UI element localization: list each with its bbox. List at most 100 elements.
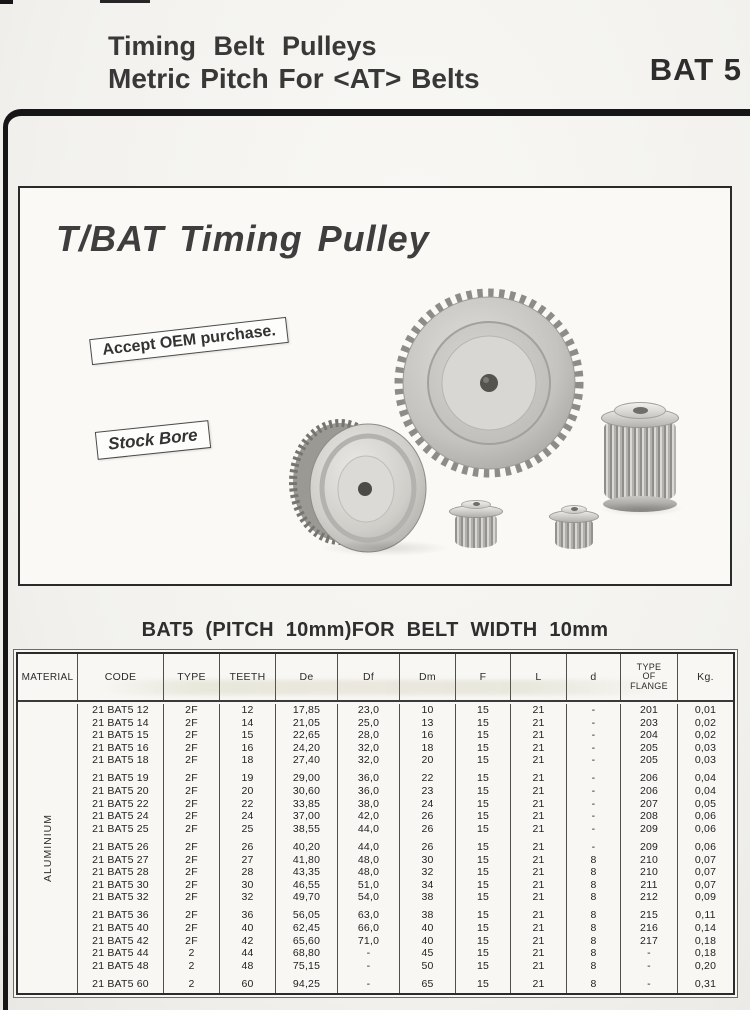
spacer-cell (78, 766, 164, 773)
large-gear-pulley-photo (394, 288, 584, 478)
small-pulley-photo (548, 505, 600, 551)
value-cell: 21 (511, 716, 567, 730)
material-cell (18, 822, 78, 836)
value-cell: 24 (400, 797, 456, 811)
value-cell: - (567, 741, 621, 755)
spacer-cell (276, 972, 338, 978)
value-cell: 2 (164, 947, 220, 960)
value-cell: 24,20 (276, 741, 338, 755)
value-cell: 27 (220, 853, 276, 867)
value-cell: 15 (220, 729, 276, 742)
value-cell: 15 (456, 878, 511, 892)
value-cell: 54,0 (338, 891, 400, 904)
page-header: Timing Belt Pulleys Metric Pitch For <AT… (108, 30, 480, 95)
value-cell: 75,15 (276, 959, 338, 973)
spacer-cell (220, 972, 276, 978)
table-row: 21 BAT5 19 2F 19 29,00 36,0 22 15 21-206 0,04 (18, 772, 733, 786)
value-cell: 46,55 (276, 878, 338, 892)
value-cell: 22,65 (276, 729, 338, 742)
spacer-cell (511, 766, 567, 773)
value-cell: 210 (621, 866, 678, 879)
value-cell: 17,85 (276, 704, 338, 717)
value-cell: 15 (456, 977, 511, 991)
fill-cell (400, 990, 456, 993)
product-photo-box: T/BAT Timing Pulley Accept OEM purchase.… (18, 186, 732, 586)
value-cell: 203 (621, 716, 678, 730)
value-cell: 0,18 (694, 934, 717, 947)
value-cell: - (621, 947, 678, 960)
value-cell: 21 (511, 934, 567, 948)
code-cell: 21 BAT5 40 (78, 922, 164, 935)
value-cell: 15 (456, 704, 511, 717)
value-cell: 2 (164, 977, 220, 991)
value-cell: 44 (220, 947, 276, 960)
value-cell: 65,60 (276, 934, 338, 948)
spacer-cell (456, 835, 511, 841)
material-cell (18, 716, 78, 730)
code-cell: 21 BAT5 19 (78, 772, 164, 786)
column-header-f: F (456, 654, 511, 700)
value-cell: 15 (456, 959, 511, 973)
spacer-cell (18, 972, 78, 978)
value-cell: 65 (400, 977, 456, 991)
value-cell: 2F (164, 822, 220, 836)
value-cell: 20 (220, 785, 276, 798)
fill-cell (78, 990, 164, 993)
value-cell: 2F (164, 909, 220, 922)
page-title-line2: Metric Pitch For <AT> Belts (108, 63, 480, 94)
spacer-cell (338, 903, 400, 910)
code-cell: 21 BAT5 44 (78, 947, 164, 960)
value-cell: 29,00 (276, 772, 338, 786)
spacer-cell (276, 835, 338, 841)
table-row: 21 BAT5 22 2F 22 33,85 38,0 24 15 21-207 0,05 (18, 797, 733, 811)
value-cell: 15 (456, 947, 511, 960)
fill-cell (220, 990, 276, 993)
value-cell: 48,0 (338, 866, 400, 879)
code-cell: 21 BAT5 32 (78, 891, 164, 904)
table-row: 21 BAT5 27 2F 27 41,80 48,0 30 15 21 8 210 0,07 (18, 853, 733, 867)
spacer-cell (18, 835, 78, 841)
small-pulley-ribs (455, 512, 497, 548)
value-cell: 8 (567, 878, 621, 892)
group-spacer-row (18, 972, 733, 978)
value-cell: 21,05 (276, 716, 338, 730)
value-cell: 2F (164, 741, 220, 755)
material-cell (18, 878, 78, 892)
material-cell (18, 922, 78, 935)
value-cell: 8 (567, 959, 621, 973)
value-cell: 209 (621, 840, 678, 854)
scan-speck (100, 0, 150, 3)
table-row: 21 BAT5 28 2F 28 43,35 48,0 32 15 21 8 210 0,07 (18, 866, 733, 879)
value-cell: 26 (400, 840, 456, 854)
spacer-cell (164, 766, 220, 773)
value-cell: - (338, 977, 400, 991)
value-cell: 0,14 (694, 922, 717, 934)
value-cell: - (567, 797, 621, 811)
column-header-teeth: TEETH (220, 654, 276, 700)
value-cell: 8 (567, 909, 621, 922)
value-cell: 2F (164, 729, 220, 742)
value-cell: 21 (511, 909, 567, 922)
value-cell: 8 (567, 934, 621, 948)
oem-badge: Accept OEM purchase. (89, 316, 290, 366)
value-cell: 71,0 (338, 934, 400, 948)
table-row: 21 BAT5 16 2F 16 24,20 32,0 18 15 21-205 0,03 (18, 741, 733, 755)
value-cell: 21 (511, 797, 567, 811)
value-cell: 217 (621, 934, 678, 948)
value-cell: 204 (621, 729, 678, 742)
value-cell: 38 (400, 909, 456, 922)
value-cell: 15 (456, 716, 511, 730)
spacer-cell (400, 903, 456, 910)
value-cell: 23,0 (338, 704, 400, 717)
value-cell: 8 (567, 922, 621, 935)
value-cell: 42,0 (338, 810, 400, 823)
value-cell: 15 (456, 866, 511, 879)
value-cell: 8 (567, 947, 621, 960)
value-cell: 28,0 (338, 729, 400, 742)
code-cell: 21 BAT5 15 (78, 729, 164, 742)
value-cell: 0,03 (694, 754, 717, 767)
code-cell: 21 BAT5 20 (78, 785, 164, 798)
column-header-de: De (276, 654, 338, 700)
spacer-cell (456, 766, 511, 773)
value-cell: 16 (400, 729, 456, 742)
